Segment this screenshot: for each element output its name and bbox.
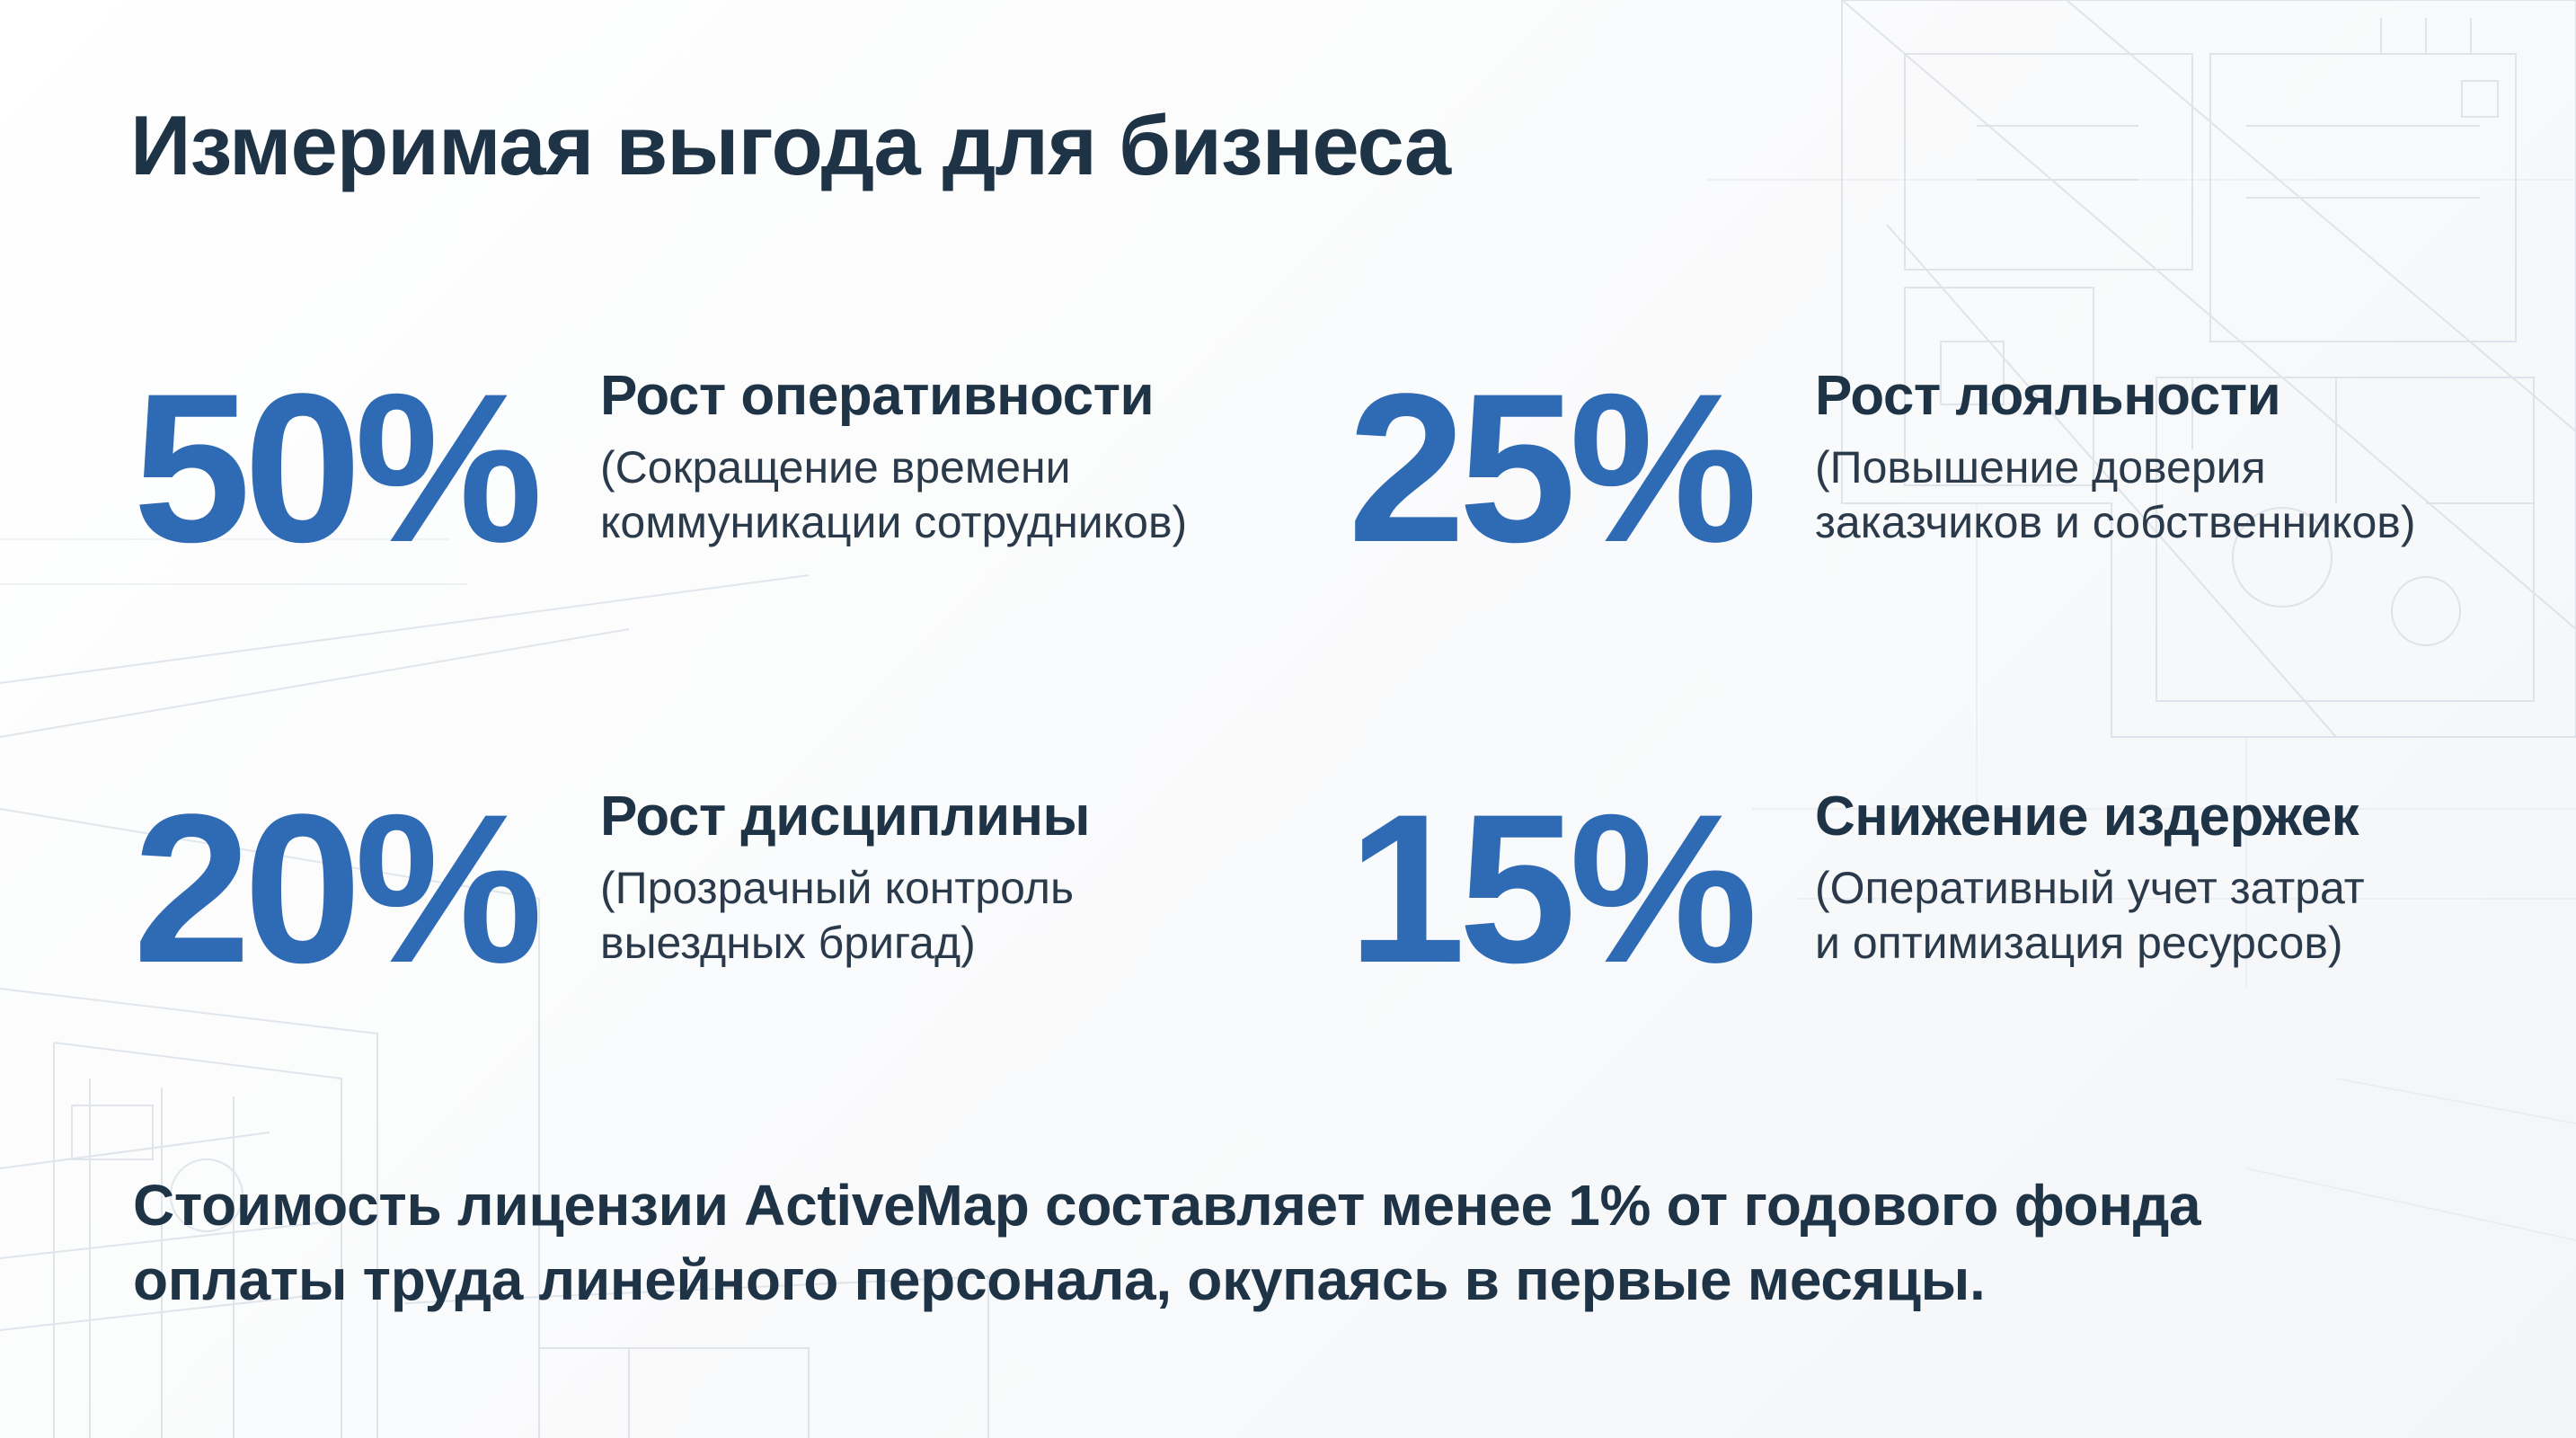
metric-description: (Повышение доверия заказчиков и собствен… bbox=[1815, 440, 2415, 550]
metric-text: Рост дисциплины (Прозрачный контроль вые… bbox=[600, 776, 1090, 971]
metric-block: 50% Рост оперативности (Сокращение време… bbox=[133, 355, 1187, 574]
metric-text: Снижение издержек (Оперативный учет затр… bbox=[1815, 776, 2365, 971]
metric-heading: Рост дисциплины bbox=[600, 786, 1090, 848]
metric-value: 25% bbox=[1348, 350, 1757, 587]
metric-description-line: и оптимизация ресурсов) bbox=[1815, 918, 2343, 969]
metric-text: Рост лояльности (Повышение доверия заказ… bbox=[1815, 355, 2415, 550]
metric-text: Рост оперативности (Сокращение времени к… bbox=[600, 355, 1187, 550]
metric-description-line: (Сокращение времени bbox=[600, 442, 1071, 493]
metric-block: 25% Рост лояльности (Повышение доверия з… bbox=[1348, 355, 2415, 574]
license-cost-line: оплаты труда линейного персонала, окупая… bbox=[133, 1247, 1986, 1313]
metric-heading: Рост лояльности bbox=[1815, 365, 2281, 427]
metric-description-line: (Повышение доверия bbox=[1815, 442, 2266, 493]
license-cost-line: Стоимость лицензии ActiveMap составляет … bbox=[133, 1173, 2201, 1238]
metric-block: 15% Снижение издержек (Оперативный учет … bbox=[1348, 776, 2365, 995]
metric-description-line: (Прозрачный контроль bbox=[600, 863, 1075, 914]
page-title: Измеримая выгода для бизнеса bbox=[130, 98, 1451, 192]
metric-description: (Прозрачный контроль выездных бригад) bbox=[600, 861, 1090, 971]
metric-value: 20% bbox=[133, 770, 543, 1007]
metric-description-line: выездных бригад) bbox=[600, 918, 976, 969]
metric-description: (Оперативный учет затрат и оптимизация р… bbox=[1815, 861, 2365, 971]
metric-value: 50% bbox=[133, 350, 543, 587]
metric-description-line: (Оперативный учет затрат bbox=[1815, 863, 2365, 914]
metric-description-line: коммуникации сотрудников) bbox=[600, 497, 1188, 548]
metric-heading: Снижение издержек bbox=[1815, 786, 2359, 848]
metric-description: (Сокращение времени коммуникации сотрудн… bbox=[600, 440, 1187, 550]
metric-description-line: заказчиков и собственников) bbox=[1815, 497, 2416, 548]
license-cost-statement: Стоимость лицензии ActiveMap составляет … bbox=[133, 1168, 2379, 1318]
metric-block: 20% Рост дисциплины (Прозрачный контроль… bbox=[133, 776, 1090, 995]
metric-value: 15% bbox=[1348, 770, 1757, 1007]
metric-heading: Рост оперативности bbox=[600, 365, 1155, 427]
